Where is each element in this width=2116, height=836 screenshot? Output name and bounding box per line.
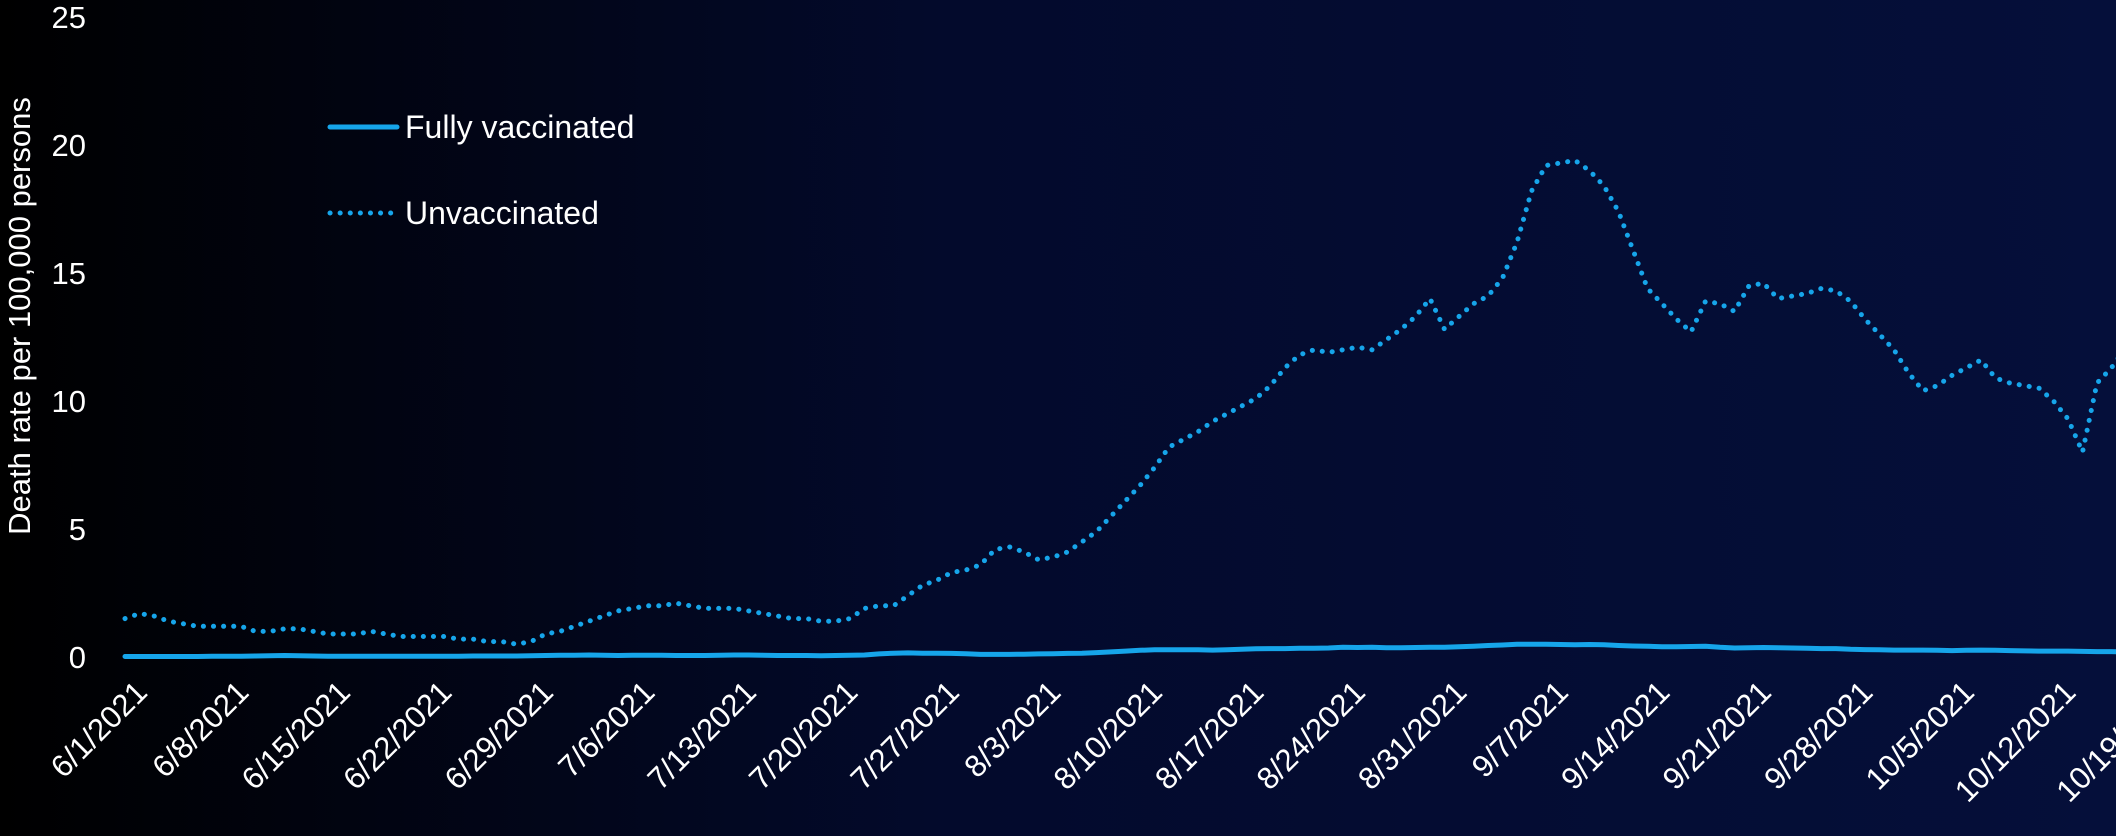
x-tick-label: 9/14/2021 <box>1554 674 1676 796</box>
x-tick-label: 8/10/2021 <box>1047 674 1169 796</box>
series-layer <box>122 157 2116 659</box>
x-axis: 6/1/20216/8/20216/15/20216/22/20216/29/2… <box>44 674 2116 808</box>
y-tick-label: 20 <box>52 128 86 163</box>
x-tick-label: 6/15/2021 <box>235 674 357 796</box>
x-tick-label: 6/29/2021 <box>438 674 560 796</box>
legend-label: Fully vaccinated <box>405 109 634 145</box>
unvaccinated-series-line <box>122 157 2116 647</box>
x-tick-label: 6/22/2021 <box>336 674 458 796</box>
y-tick-label: 15 <box>52 256 86 291</box>
legend: Fully vaccinated Unvaccinated <box>327 109 634 231</box>
y-axis: 0 5 10 15 20 25 <box>52 0 86 675</box>
x-tick-label: 7/20/2021 <box>742 674 864 796</box>
x-tick-label: 9/28/2021 <box>1757 674 1879 796</box>
y-tick-label: 5 <box>69 512 86 547</box>
y-tick-label: 25 <box>52 0 86 35</box>
legend-label: Unvaccinated <box>405 195 599 231</box>
x-tick-label: 9/21/2021 <box>1656 674 1778 796</box>
x-tick-label: 7/13/2021 <box>641 674 763 796</box>
y-axis-title: Death rate per 100,000 persons <box>2 97 37 535</box>
y-tick-label: 0 <box>69 640 86 675</box>
x-tick-label: 6/1/2021 <box>44 674 154 784</box>
x-tick-label: 8/17/2021 <box>1148 674 1270 796</box>
x-tick-label: 8/31/2021 <box>1351 674 1473 796</box>
y-tick-label: 10 <box>52 384 86 419</box>
fully-vaccinated-series-line <box>122 641 2116 659</box>
x-tick-label: 8/24/2021 <box>1250 674 1372 796</box>
x-tick-label: 7/27/2021 <box>844 674 966 796</box>
